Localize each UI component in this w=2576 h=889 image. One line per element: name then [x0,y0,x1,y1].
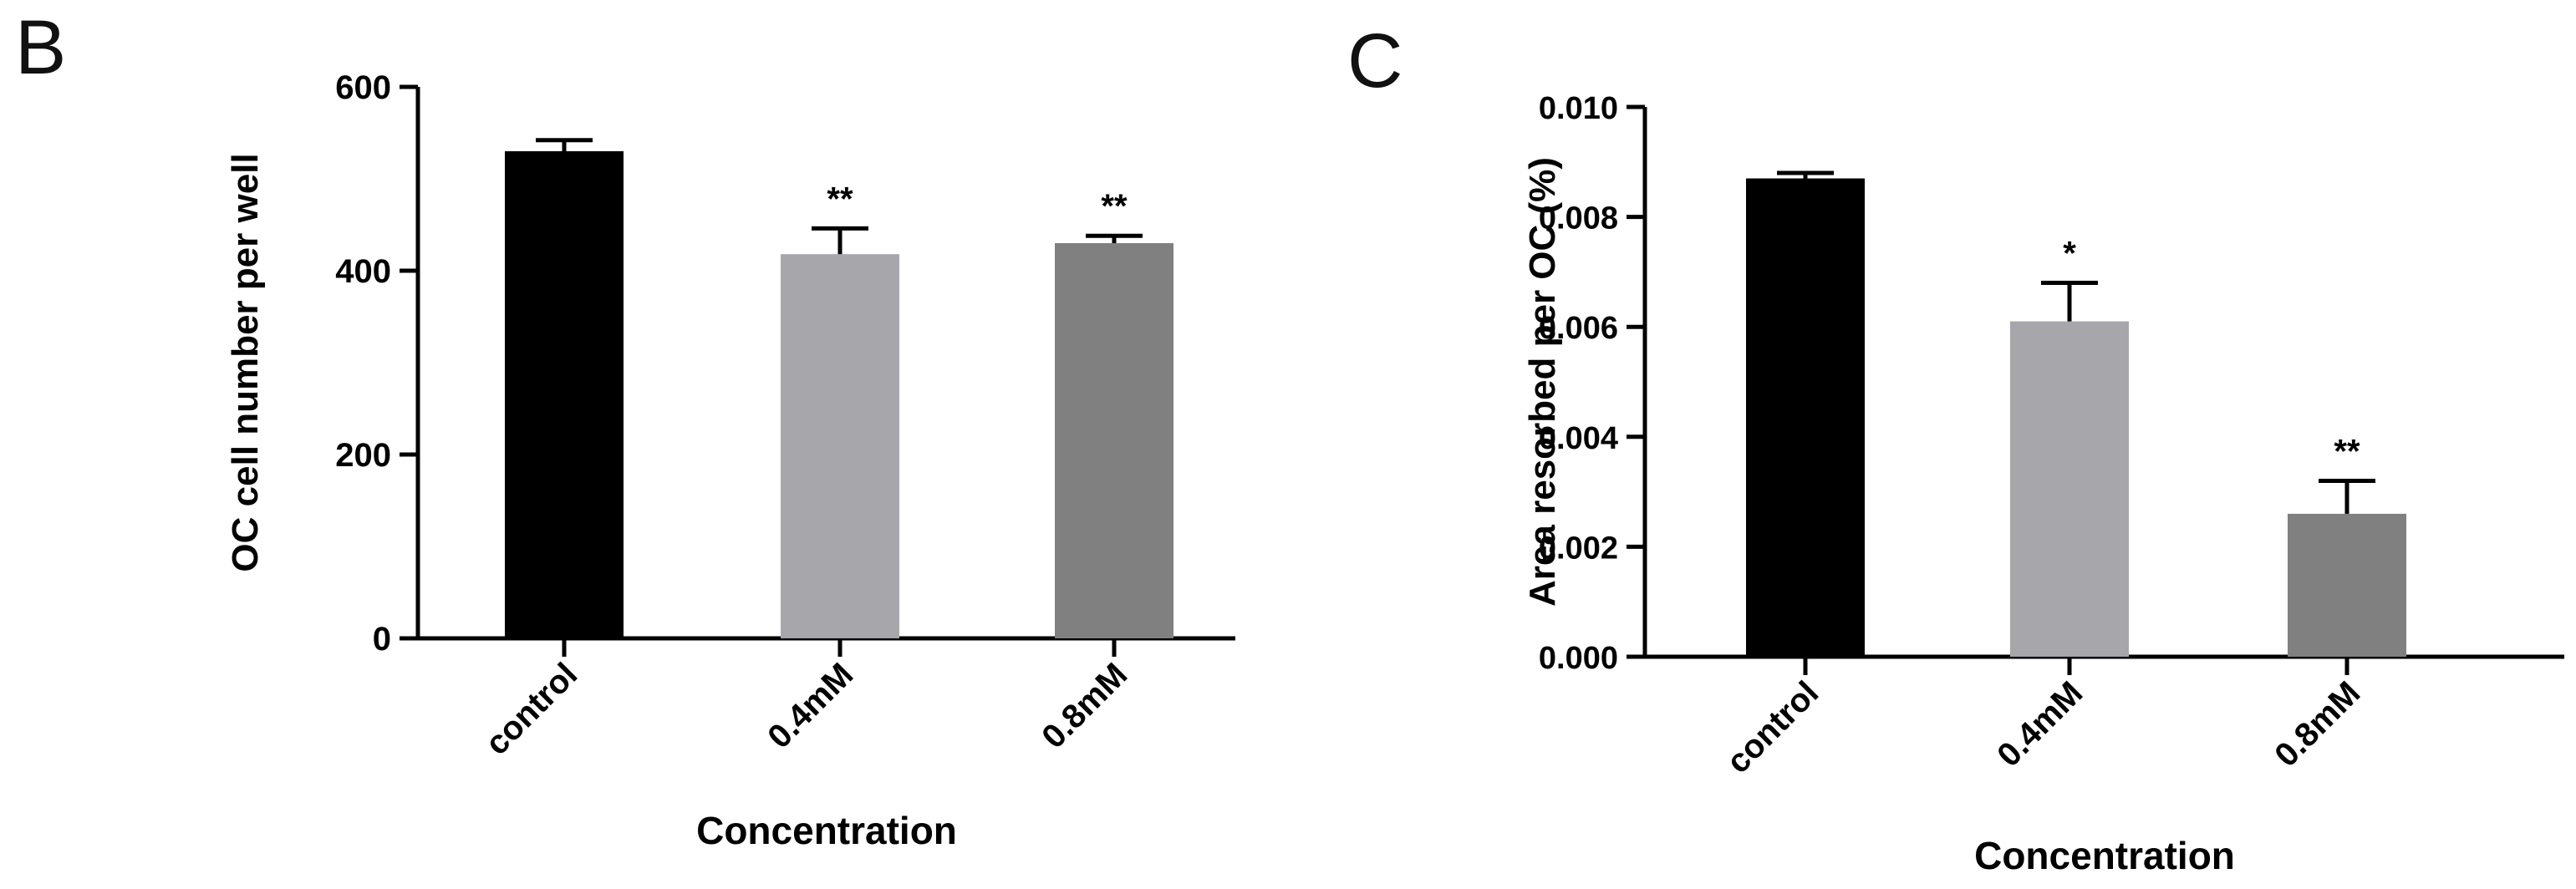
significance-label: * [2063,236,2076,272]
panel-letter: C [1347,18,1403,104]
bar [1055,243,1173,638]
bar [1746,178,1865,658]
y-tick-label: 200 [335,437,391,474]
y-tick-label: 600 [335,69,391,106]
y-axis-title: Area resorbed per OC (%) [1522,157,1563,607]
y-tick-label: 0 [373,621,391,658]
bar [505,151,624,638]
bar [2288,513,2406,657]
bar [781,254,899,638]
y-tick-label: 0.006 [1539,311,1618,346]
x-axis-title: Concentration [1974,834,2235,877]
y-tick-label: 0.010 [1539,91,1618,126]
x-axis-title: Concentration [696,809,957,852]
y-tick-label: 0.008 [1539,201,1618,236]
x-tick-label: 0.8mM [1035,656,1134,755]
panel-letter: B [15,5,66,90]
x-tick-label: 0.4mM [1990,674,2090,774]
chart-panel-b: B 0 200 400 600 control ** 0.4mM ** 0.8mM OC cell … [15,5,1235,852]
significance-label: ** [2334,433,2360,470]
x-tick-label: control [478,656,584,762]
y-tick-label: 400 [335,253,391,290]
significance-label: ** [827,180,853,217]
bar [2010,321,2129,657]
y-tick-label: 0.000 [1539,641,1618,676]
chart-panel-c: C 0.000 0.002 0.004 0.006 0.008 0.010 control * 0… [1347,18,2564,877]
y-tick-label: 0.002 [1539,531,1618,566]
x-tick-label: 0.4mM [761,656,860,755]
x-tick-label: control [1719,674,1825,780]
x-tick-label: 0.8mM [2268,674,2367,774]
significance-label: ** [1101,188,1128,225]
y-tick-label: 0.004 [1539,421,1618,456]
y-axis-title: OC cell number per well [225,153,266,572]
